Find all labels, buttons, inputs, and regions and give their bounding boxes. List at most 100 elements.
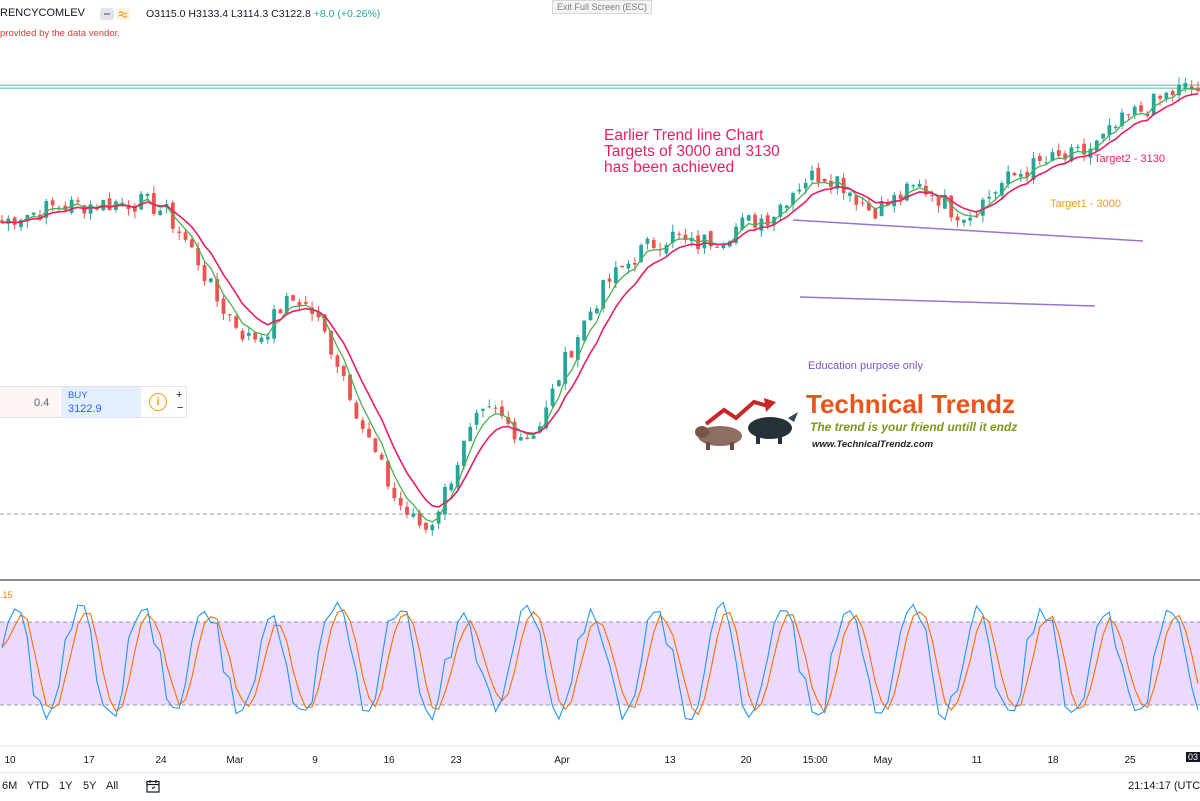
candle-body	[556, 380, 561, 387]
candle-body	[734, 226, 738, 243]
range-5y-button[interactable]: 5Y	[83, 780, 97, 792]
symbol-name[interactable]: RENCYCOMLEV	[0, 7, 85, 19]
x-axis-tick: 17	[83, 755, 95, 766]
buy-button[interactable]	[61, 387, 141, 417]
x-axis-tick: 16	[383, 755, 395, 766]
candle-body	[63, 205, 68, 211]
compare-icon[interactable]	[100, 7, 132, 21]
candle-body	[626, 263, 631, 269]
candle-body	[715, 246, 719, 248]
candle-body	[1050, 152, 1055, 161]
range-ytd-button[interactable]: YTD	[27, 780, 49, 792]
candle-body	[69, 199, 74, 213]
range-all-button[interactable]: All	[106, 780, 119, 792]
candle-body	[449, 483, 454, 491]
candle-body	[620, 265, 625, 268]
logo-tagline: The trend is your friend untill it endz	[810, 420, 1018, 434]
candle-body	[12, 217, 17, 225]
candle-body	[917, 183, 922, 187]
minus-button[interactable]: −	[177, 402, 184, 414]
candle-body	[202, 265, 207, 282]
candle-body	[645, 238, 650, 244]
candle-body	[759, 218, 764, 231]
candle-body	[740, 217, 745, 230]
candle-body	[778, 204, 783, 217]
candle-body	[683, 234, 688, 240]
candle-body	[1044, 162, 1049, 164]
candle-body	[468, 426, 473, 442]
candle-body	[708, 231, 713, 247]
sell-button[interactable]	[0, 387, 60, 417]
candle-body	[25, 214, 30, 222]
candle-body	[582, 320, 587, 341]
x-axis-tick: 03	[1186, 752, 1200, 762]
candle-body	[689, 237, 694, 242]
candle-body	[544, 407, 549, 429]
candle-body	[348, 374, 352, 400]
candle-body	[474, 412, 479, 425]
candle-body	[455, 464, 460, 488]
candle-body	[968, 217, 973, 221]
range-6m-button[interactable]: 6M	[2, 780, 18, 792]
candle-body	[822, 178, 827, 182]
info-icon[interactable]: i	[149, 393, 167, 411]
candle-body	[1120, 112, 1124, 126]
exit-fullscreen-button[interactable]: Exit Full Screen (ESC)	[552, 0, 653, 14]
candle-body	[886, 203, 890, 205]
candle-body	[784, 205, 789, 208]
calendar-icon[interactable]	[146, 779, 160, 793]
candle-body	[1132, 106, 1137, 115]
spread-value: 0.4	[34, 397, 50, 409]
target1-label: Target1 - 3000	[1050, 198, 1121, 210]
candle-body	[1063, 153, 1067, 160]
candle-body	[240, 330, 245, 340]
candle-body	[145, 193, 150, 196]
candle-body	[430, 525, 435, 531]
candle-body	[189, 239, 194, 248]
candle-body	[911, 185, 916, 187]
candle-body	[227, 314, 232, 316]
candle-body	[753, 214, 757, 228]
candle-body	[487, 406, 492, 408]
range-1y-button[interactable]: 1Y	[59, 780, 73, 792]
vendor-note: provided by the data vendor.	[0, 28, 120, 39]
candle-body	[462, 440, 466, 467]
candle-body	[183, 232, 188, 240]
candle-body	[19, 219, 23, 228]
candle-body	[1037, 155, 1042, 161]
candle-body	[1107, 125, 1112, 136]
analysis-note: Earlier Trend line Chart Targets of 3000…	[604, 128, 780, 176]
ema-fast-line	[1, 88, 1199, 523]
candle-body	[443, 487, 447, 515]
candle-body	[398, 497, 403, 506]
candle-body	[329, 330, 333, 355]
logo-title: Technical Trendz	[806, 389, 1016, 419]
candle-body	[835, 176, 840, 189]
note-line-1: Earlier Trend line Chart	[604, 127, 764, 144]
channel-lower-trendline	[799, 296, 1096, 307]
candle-body	[949, 195, 954, 218]
candle-body	[196, 248, 201, 266]
candle-body	[791, 193, 795, 205]
channel-upper-trendline	[792, 219, 1144, 242]
candle-body	[158, 210, 163, 215]
candle-body	[373, 438, 378, 452]
candle-body	[215, 279, 220, 302]
candle-body	[867, 202, 871, 211]
candle-body	[291, 295, 295, 301]
candle-body	[797, 189, 802, 192]
candle-body	[569, 350, 574, 358]
candle-body	[816, 167, 821, 183]
candle-body	[417, 512, 422, 526]
ohlc-values: O3115.0 H3133.4 L3114.3 C3122.8	[146, 8, 311, 20]
candle-body	[278, 309, 283, 314]
x-axis-tick: Mar	[226, 755, 244, 766]
candle-body	[481, 408, 485, 411]
ohlc-readout: O3115.0 H3133.4 L3114.3 C3122.8 +8.0 (+0…	[146, 8, 380, 20]
candle-body	[860, 202, 865, 204]
plus-button[interactable]: +	[176, 389, 183, 401]
bull-bear-logo-icon	[695, 398, 798, 450]
candle-body	[310, 307, 314, 314]
candle-body	[88, 204, 93, 214]
